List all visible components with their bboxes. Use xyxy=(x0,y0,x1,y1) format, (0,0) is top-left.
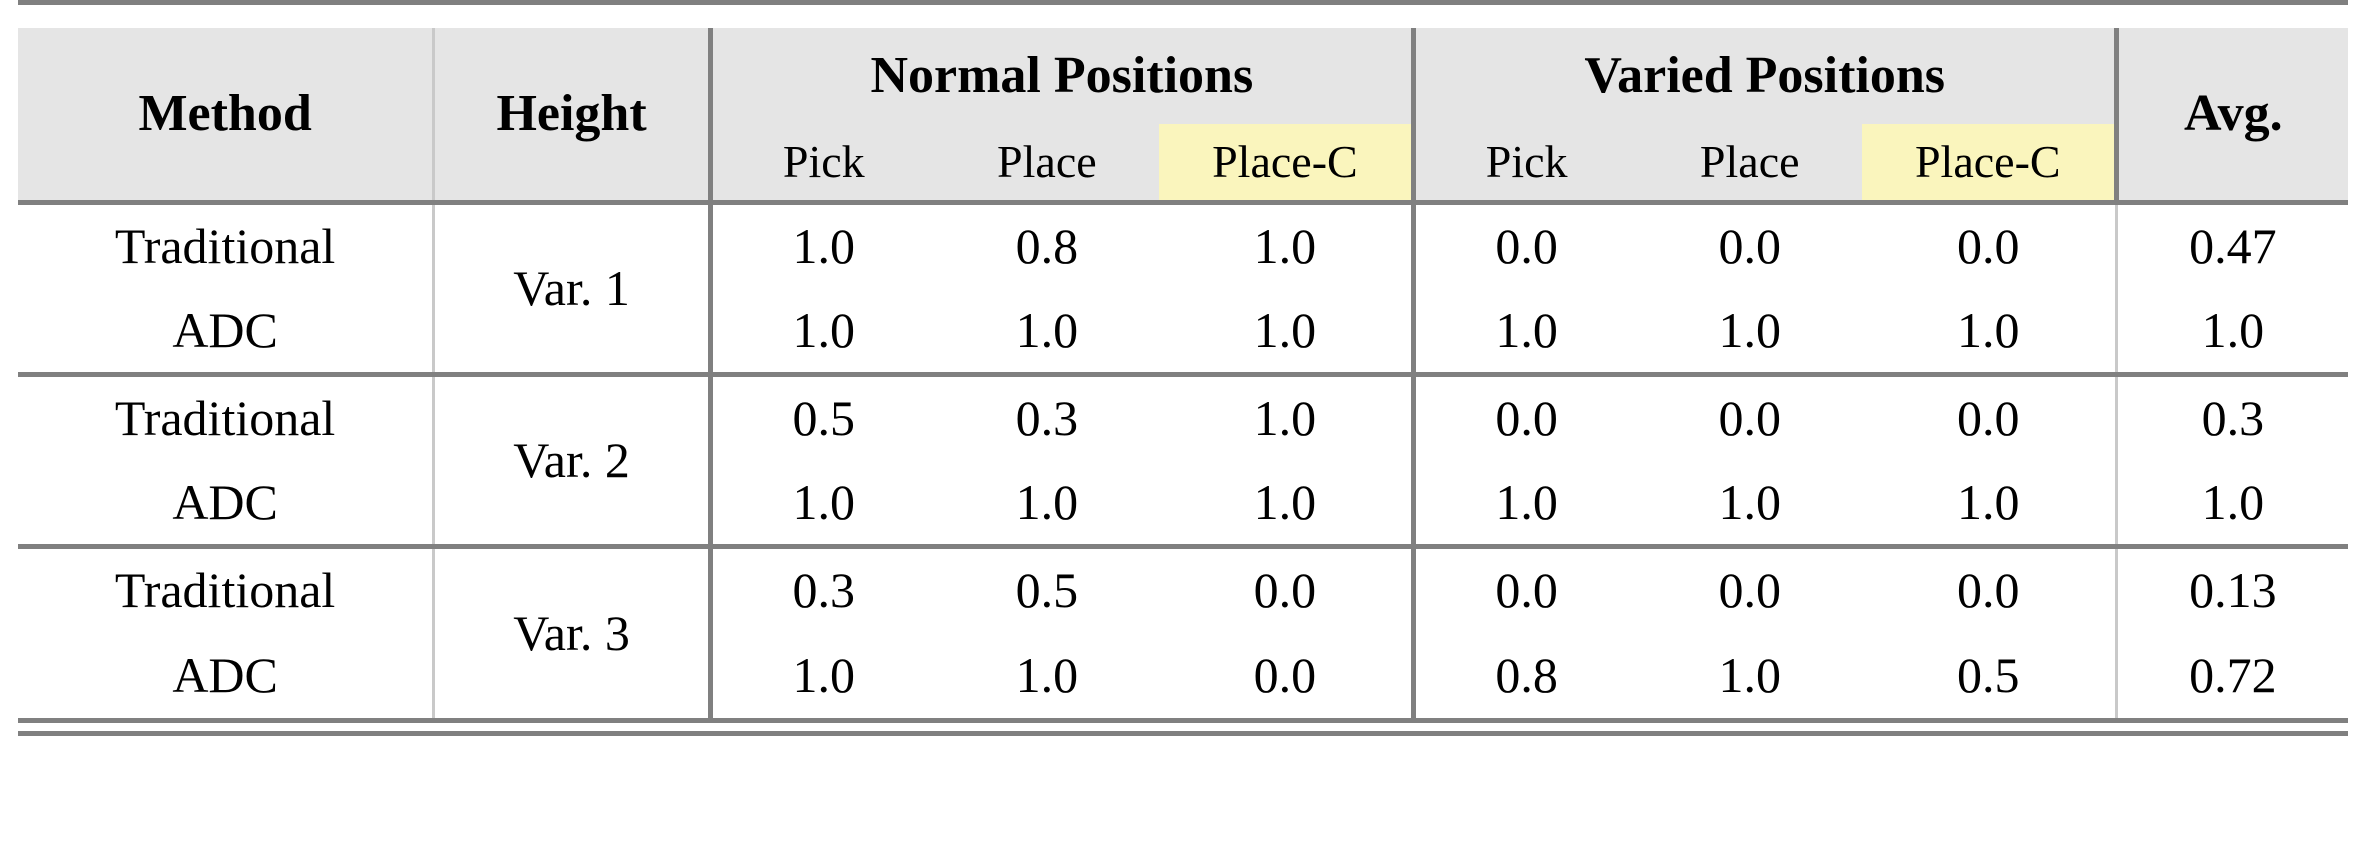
cell-varied-pick: 0.0 xyxy=(1410,371,1638,460)
cell-normal-place-c: 0.0 xyxy=(1159,632,1414,718)
cell-varied-place-c: 0.5 xyxy=(1861,632,2117,718)
table-header: Method Height Normal Positions Varied Po… xyxy=(18,28,2348,202)
table-top-rule xyxy=(18,0,2348,5)
cell-avg: 0.47 xyxy=(2114,199,2348,288)
cell-normal-place: 0.3 xyxy=(934,371,1160,460)
cell-normal-place: 1.0 xyxy=(934,288,1160,374)
header-group-row: Method Height Normal Positions Varied Po… xyxy=(18,28,2348,202)
table-row: ADC 1.0 1.0 1.0 1.0 1.0 1.0 1.0 xyxy=(18,288,2348,374)
cell-normal-place: 0.8 xyxy=(934,199,1160,288)
cell-method: Traditional xyxy=(18,371,434,460)
results-table: Method Height Normal Positions Varied Po… xyxy=(18,28,2348,718)
cell-varied-pick: 0.8 xyxy=(1410,632,1638,718)
cell-normal-pick: 1.0 xyxy=(707,460,935,546)
cell-avg: 0.13 xyxy=(2114,543,2348,632)
sub-header-normal-place: Place xyxy=(934,124,1160,202)
cell-varied-place-c: 0.0 xyxy=(1861,371,2117,460)
sub-header-varied-pick: Pick xyxy=(1410,124,1638,202)
table-row: Traditional Var. 2 0.5 0.3 1.0 0.0 0.0 0… xyxy=(18,371,2348,546)
cell-method: ADC xyxy=(18,632,434,718)
cell-height: Var. 1 xyxy=(432,199,711,374)
column-header-height: Height xyxy=(432,28,711,202)
cell-avg: 0.72 xyxy=(2114,632,2348,718)
cell-varied-place-c: 1.0 xyxy=(1861,288,2117,374)
cell-varied-place-c: 0.0 xyxy=(1861,199,2117,288)
cell-height: Var. 2 xyxy=(432,371,711,546)
table-row: ADC 1.0 1.0 1.0 1.0 1.0 1.0 1.0 xyxy=(18,460,2348,546)
cell-normal-pick: 0.3 xyxy=(707,543,935,632)
cell-normal-place-c: 1.0 xyxy=(1159,288,1414,374)
cell-varied-place: 0.0 xyxy=(1637,199,1862,288)
cell-varied-place-c: 0.0 xyxy=(1861,543,2117,632)
cell-method: Traditional xyxy=(18,543,434,632)
cell-normal-pick: 1.0 xyxy=(707,632,935,718)
cell-varied-place: 1.0 xyxy=(1637,288,1862,374)
cell-normal-place: 0.5 xyxy=(934,543,1160,632)
table-body: Traditional Var. 1 1.0 0.8 1.0 0.0 0.0 0… xyxy=(18,199,2348,718)
sub-header-normal-pick: Pick xyxy=(707,124,935,202)
cell-varied-place: 0.0 xyxy=(1637,371,1862,460)
cell-varied-pick: 1.0 xyxy=(1410,460,1638,546)
cell-varied-place: 0.0 xyxy=(1637,543,1862,632)
table-top-rule-gap xyxy=(18,5,2348,14)
table-bottom-rule-gap xyxy=(18,723,2348,731)
cell-method: ADC xyxy=(18,288,434,374)
cell-avg: 1.0 xyxy=(2114,460,2348,546)
cell-varied-pick: 0.0 xyxy=(1410,199,1638,288)
header-sub-row: Pick Place Place-C Pick Place Place-C xyxy=(18,124,2348,202)
sub-header-normal-place-c: Place-C xyxy=(1159,124,1414,202)
table-row: Traditional Var. 1 1.0 0.8 1.0 0.0 0.0 0… xyxy=(18,199,2348,374)
table-bottom-rule-2 xyxy=(18,731,2348,736)
sub-header-varied-place-c: Place-C xyxy=(1861,124,2117,202)
cell-avg: 0.3 xyxy=(2114,371,2348,460)
table-row: Traditional Var. 3 0.3 0.5 0.0 0.0 0.0 0… xyxy=(18,543,2348,718)
column-group-header-normal-positions: Normal Positions xyxy=(707,28,1414,124)
cell-varied-place: 1.0 xyxy=(1637,632,1862,718)
cell-normal-place: 1.0 xyxy=(934,460,1160,546)
table-bottom-rule xyxy=(18,718,2348,723)
column-header-method: Method xyxy=(18,28,434,202)
cell-varied-pick: 1.0 xyxy=(1410,288,1638,374)
cell-method: ADC xyxy=(18,460,434,546)
cell-normal-pick: 1.0 xyxy=(707,199,935,288)
cell-normal-pick: 0.5 xyxy=(707,371,935,460)
cell-height: Var. 3 xyxy=(432,543,711,718)
cell-varied-pick: 0.0 xyxy=(1410,543,1638,632)
cell-method: Traditional xyxy=(18,199,434,288)
column-header-avg: Avg. xyxy=(2113,28,2348,202)
cell-normal-place: 1.0 xyxy=(934,632,1160,718)
cell-normal-place-c: 1.0 xyxy=(1159,460,1414,546)
cell-normal-place-c: 0.0 xyxy=(1159,543,1414,632)
cell-normal-place-c: 1.0 xyxy=(1159,371,1414,460)
cell-varied-place: 1.0 xyxy=(1637,460,1862,546)
cell-varied-place-c: 1.0 xyxy=(1861,460,2117,546)
sub-header-varied-place: Place xyxy=(1637,124,1862,202)
cell-avg: 1.0 xyxy=(2114,288,2348,374)
cell-normal-pick: 1.0 xyxy=(707,288,935,374)
cell-normal-place-c: 1.0 xyxy=(1159,199,1414,288)
table-row: ADC 1.0 1.0 0.0 0.8 1.0 0.5 0.72 xyxy=(18,632,2348,718)
column-group-header-varied-positions: Varied Positions xyxy=(1410,28,2117,124)
